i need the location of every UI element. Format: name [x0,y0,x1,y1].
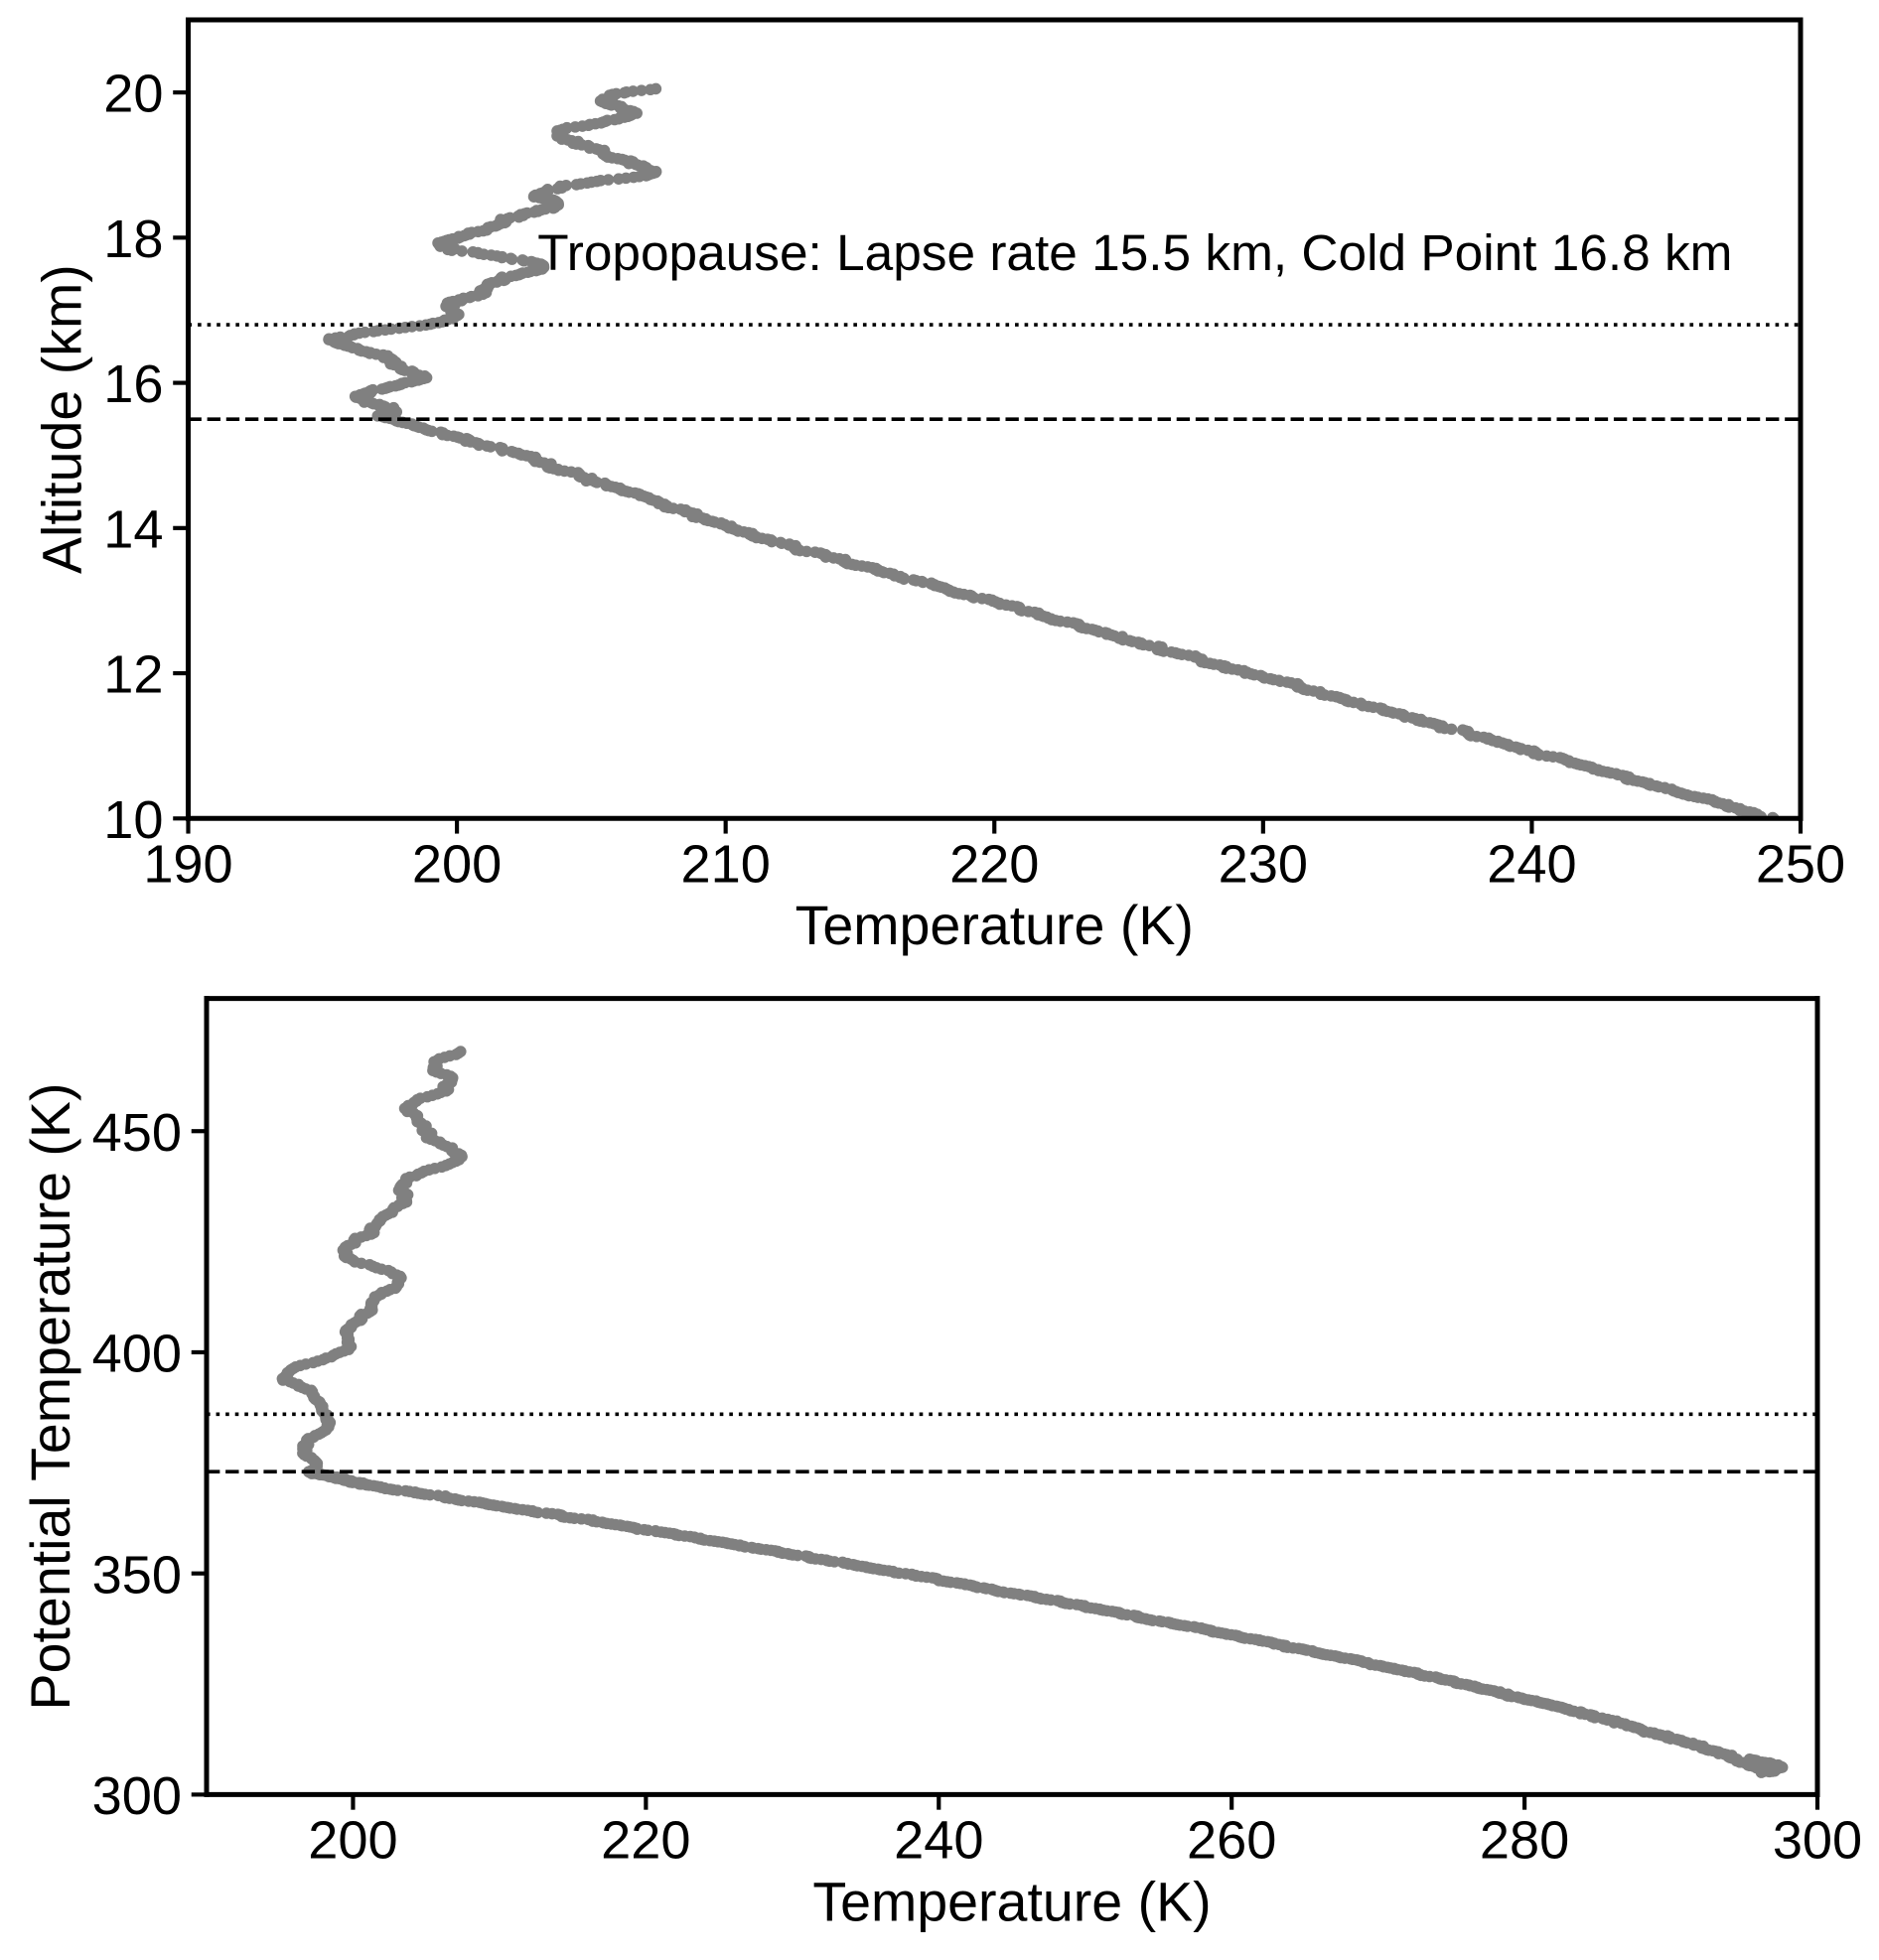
svg-text:280: 280 [1480,1811,1569,1871]
svg-text:220: 220 [949,835,1039,895]
svg-text:Temperature (K): Temperature (K) [795,895,1194,956]
svg-text:400: 400 [92,1325,182,1384]
svg-text:16: 16 [103,354,163,414]
svg-text:14: 14 [103,499,163,559]
svg-text:300: 300 [1773,1811,1862,1871]
svg-text:200: 200 [308,1811,397,1871]
svg-text:Altitude (km): Altitude (km) [32,264,93,574]
svg-text:12: 12 [103,645,163,705]
svg-text:240: 240 [894,1811,983,1871]
svg-text:250: 250 [1756,835,1845,895]
svg-text:10: 10 [103,790,163,850]
svg-text:Potential Temperature (K): Potential Temperature (K) [20,1083,81,1711]
svg-text:18: 18 [103,210,163,269]
svg-text:20: 20 [103,65,163,124]
svg-text:Tropopause: Lapse rate 15.5 km: Tropopause: Lapse rate 15.5 km, Cold Poi… [537,223,1732,281]
svg-text:Temperature (K): Temperature (K) [812,1871,1211,1932]
svg-text:300: 300 [92,1766,182,1826]
svg-text:350: 350 [92,1545,182,1605]
svg-text:260: 260 [1187,1811,1276,1871]
svg-text:220: 220 [601,1811,690,1871]
svg-text:200: 200 [412,835,502,895]
svg-text:230: 230 [1219,835,1308,895]
svg-text:240: 240 [1487,835,1576,895]
svg-text:210: 210 [680,835,770,895]
svg-text:450: 450 [92,1103,182,1163]
